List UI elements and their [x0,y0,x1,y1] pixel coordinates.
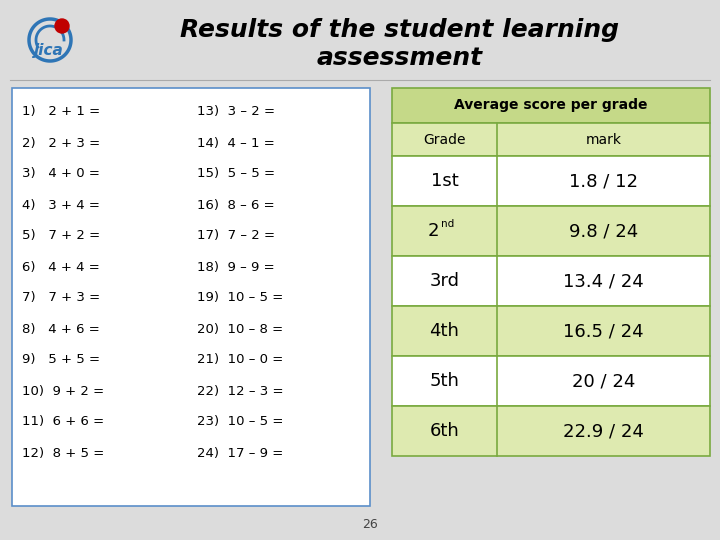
Text: 2)   2 + 3 =: 2) 2 + 3 = [22,137,100,150]
Text: 22.9 / 24: 22.9 / 24 [563,422,644,440]
Text: 24)  17 – 9 =: 24) 17 – 9 = [197,447,283,460]
Text: 13)  3 – 2 =: 13) 3 – 2 = [197,105,275,118]
Text: 22)  12 – 3 =: 22) 12 – 3 = [197,384,284,397]
FancyBboxPatch shape [392,206,710,256]
Text: 16)  8 – 6 =: 16) 8 – 6 = [197,199,274,212]
FancyBboxPatch shape [392,306,710,356]
Text: 17)  7 – 2 =: 17) 7 – 2 = [197,230,275,242]
Text: 9.8 / 24: 9.8 / 24 [569,222,638,240]
FancyBboxPatch shape [392,88,710,123]
Text: nd: nd [441,219,454,229]
Text: 19)  10 – 5 =: 19) 10 – 5 = [197,292,283,305]
Text: 23)  10 – 5 =: 23) 10 – 5 = [197,415,284,429]
Text: 20)  10 – 8 =: 20) 10 – 8 = [197,322,283,335]
Text: 20 / 24: 20 / 24 [572,372,635,390]
Text: Grade: Grade [423,132,466,146]
Text: 5)   7 + 2 =: 5) 7 + 2 = [22,230,100,242]
Text: 1st: 1st [431,172,459,190]
Text: Results of the student learning: Results of the student learning [181,18,619,42]
Text: 18)  9 – 9 =: 18) 9 – 9 = [197,260,274,273]
FancyBboxPatch shape [392,256,710,306]
Text: jica: jica [34,43,64,57]
Text: 6)   4 + 4 =: 6) 4 + 4 = [22,260,100,273]
FancyBboxPatch shape [392,356,710,406]
Text: Average score per grade: Average score per grade [454,98,648,112]
Text: 12)  8 + 5 =: 12) 8 + 5 = [22,447,104,460]
Text: 6th: 6th [430,422,459,440]
Text: 14)  4 – 1 =: 14) 4 – 1 = [197,137,275,150]
Text: 1)   2 + 1 =: 1) 2 + 1 = [22,105,100,118]
Text: 26: 26 [362,517,378,530]
Text: 3)   4 + 0 =: 3) 4 + 0 = [22,167,100,180]
Text: 11)  6 + 6 =: 11) 6 + 6 = [22,415,104,429]
Text: 5th: 5th [430,372,459,390]
FancyBboxPatch shape [392,156,710,206]
Text: 13.4 / 24: 13.4 / 24 [563,272,644,290]
FancyBboxPatch shape [392,406,710,456]
Text: mark: mark [585,132,621,146]
Text: 7)   7 + 3 =: 7) 7 + 3 = [22,292,100,305]
Text: 9)   5 + 5 =: 9) 5 + 5 = [22,354,100,367]
Text: 16.5 / 24: 16.5 / 24 [563,322,644,340]
Text: 1.8 / 12: 1.8 / 12 [569,172,638,190]
Circle shape [55,19,69,33]
Text: 8)   4 + 6 =: 8) 4 + 6 = [22,322,100,335]
Text: assessment: assessment [317,46,483,70]
FancyBboxPatch shape [12,88,370,506]
Text: 2: 2 [428,222,439,240]
Text: 3rd: 3rd [430,272,459,290]
Text: 4)   3 + 4 =: 4) 3 + 4 = [22,199,100,212]
Text: 21)  10 – 0 =: 21) 10 – 0 = [197,354,283,367]
FancyBboxPatch shape [392,123,710,156]
Text: 10)  9 + 2 =: 10) 9 + 2 = [22,384,104,397]
Text: 4th: 4th [430,322,459,340]
Text: 15)  5 – 5 =: 15) 5 – 5 = [197,167,275,180]
